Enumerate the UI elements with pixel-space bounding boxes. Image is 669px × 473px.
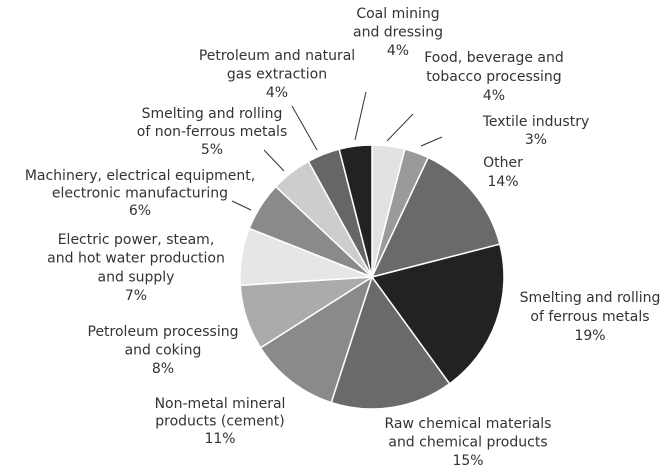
pie (239, 144, 505, 410)
slice-label: Smelting and rolling of ferrous metals (520, 290, 661, 325)
slice-value-label: 4% (266, 85, 288, 101)
slice-value-label: 11% (204, 431, 235, 447)
slice-value-label: 4% (387, 43, 409, 59)
slice-label: Food, beverage and tobacco processing (424, 50, 564, 85)
slice-value-label: 5% (201, 142, 223, 158)
leader-line (354, 91, 367, 141)
slice-value-label: 19% (574, 328, 605, 344)
slice-value-label: 4% (483, 88, 505, 104)
slice-value-label: 6% (129, 203, 151, 219)
pie-slice (330, 275, 451, 410)
slice-value-label: 8% (152, 361, 174, 377)
pie-slice (370, 156, 501, 279)
slice-value-label: 7% (125, 288, 147, 304)
slice-label: Textile industry (482, 114, 590, 130)
slice-label: Raw chemical materials and chemical produ… (385, 416, 552, 451)
slice-label: Non-metal mineral products (cement) (155, 396, 286, 430)
slice-value-label: 3% (525, 132, 547, 148)
leader-line (386, 113, 414, 142)
slice-label: Petroleum and natural gas extraction (199, 48, 355, 83)
leader-line (231, 200, 252, 211)
pie-slice (259, 275, 374, 404)
leader-lines (231, 91, 443, 211)
slice-label: Coal mining and dressing (353, 6, 443, 41)
leader-line (263, 149, 285, 172)
slice-label: Smelting and rolling of non-ferrous metal… (137, 106, 288, 140)
slice-label: Petroleum processing and coking (88, 324, 239, 359)
leader-line (420, 136, 443, 147)
slice-label: Machinery, electrical equipment, electron… (25, 168, 255, 202)
slice-value-label: 15% (452, 453, 483, 469)
slice-value-label: 14% (487, 174, 518, 190)
slice-label: Electric power, steam, and hot water prod… (47, 232, 225, 285)
pie-slice (370, 243, 505, 385)
leader-line (291, 105, 318, 151)
pie-slice (338, 144, 373, 278)
slice-label: Other (483, 155, 523, 171)
